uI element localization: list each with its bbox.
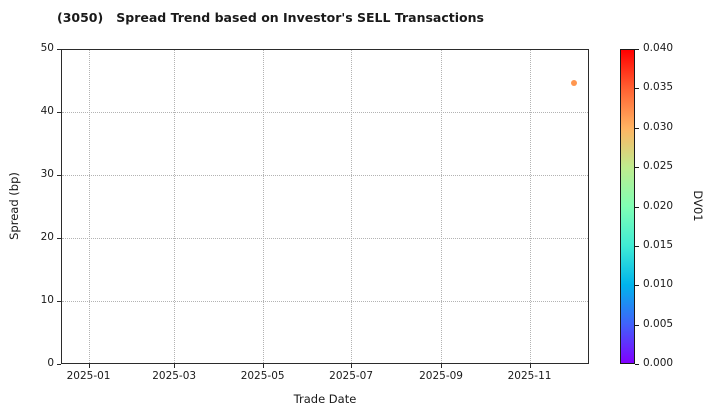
x-tick-mark <box>529 364 531 368</box>
x-tick-label: 2025-05 <box>240 370 285 382</box>
y-axis-label: Spread (bp) <box>7 172 21 240</box>
x-gridline <box>88 50 90 363</box>
colorbar-tick-mark <box>635 88 639 90</box>
colorbar-tick-label: 0.025 <box>643 160 674 173</box>
x-tick-mark <box>88 364 90 368</box>
colorbar-tick-label: 0.040 <box>643 42 674 54</box>
x-tick-label: 2025-07 <box>329 370 374 382</box>
colorbar-tick-label: 0.015 <box>643 238 674 251</box>
x-gridline <box>441 50 443 363</box>
scatter-point <box>571 80 578 87</box>
x-tick-label: 2025-03 <box>152 370 197 382</box>
colorbar-tick-label: 0.035 <box>643 81 674 94</box>
colorbar-tick-mark <box>635 324 639 326</box>
y-tick-mark <box>57 238 61 239</box>
colorbar-tick-mark <box>635 245 639 247</box>
y-tick-mark <box>57 112 61 113</box>
x-tick-label: 2025-11 <box>507 370 552 382</box>
colorbar-gradient <box>620 49 635 364</box>
y-tick-mark <box>57 49 61 50</box>
colorbar-tick-mark <box>635 285 639 287</box>
x-gridline <box>529 50 531 363</box>
y-tick-label: 10 <box>40 294 54 306</box>
y-tick-label: 30 <box>40 168 54 180</box>
x-gridline <box>262 50 264 363</box>
colorbar-tick-label: 0.000 <box>643 357 674 369</box>
x-tick-mark <box>441 364 443 368</box>
y-gridline <box>62 301 588 302</box>
x-axis-label: Trade Date <box>293 392 357 406</box>
x-tick-label: 2025-09 <box>419 370 463 382</box>
colorbar-tick-mark <box>635 167 639 169</box>
colorbar-tick-mark <box>635 49 639 50</box>
x-tick-label: 2025-01 <box>66 370 111 382</box>
colorbar-tick-mark <box>635 364 639 365</box>
y-tick-mark <box>57 175 61 176</box>
colorbar-tick-label: 0.030 <box>643 120 674 133</box>
colorbar-tick-label: 0.010 <box>643 278 674 291</box>
y-gridline <box>62 112 588 113</box>
y-tick-label: 40 <box>40 105 54 117</box>
y-tick-label: 0 <box>47 357 54 369</box>
x-gridline <box>351 50 353 363</box>
colorbar-tick-mark <box>635 127 639 129</box>
chart-title: (3050) Spread Trend based on Investor's … <box>57 10 484 25</box>
colorbar-tick-label: 0.005 <box>643 317 674 330</box>
y-gridline <box>62 175 588 176</box>
colorbar-tick-mark <box>635 206 639 208</box>
y-tick-label: 50 <box>40 42 54 54</box>
y-tick-label: 20 <box>40 231 54 243</box>
x-tick-mark <box>262 364 264 368</box>
y-gridline <box>62 238 588 239</box>
y-tick-mark <box>57 364 61 365</box>
plot-area <box>61 49 589 364</box>
y-tick-mark <box>57 301 61 302</box>
colorbar-tick-label: 0.020 <box>643 199 674 212</box>
x-gridline <box>174 50 176 363</box>
x-tick-mark <box>174 364 176 368</box>
colorbar-label: DV01 <box>691 190 705 222</box>
x-tick-mark <box>351 364 353 368</box>
